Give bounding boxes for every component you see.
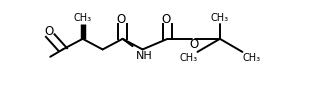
Text: NH: NH	[136, 51, 152, 61]
Text: CH₃: CH₃	[180, 53, 198, 63]
Text: CH₃: CH₃	[74, 13, 92, 23]
Text: CH₃: CH₃	[242, 53, 260, 63]
Text: O: O	[44, 25, 53, 38]
Text: O: O	[162, 13, 171, 26]
Text: O: O	[189, 38, 199, 51]
Text: O: O	[117, 13, 126, 26]
Text: CH₃: CH₃	[211, 13, 229, 23]
